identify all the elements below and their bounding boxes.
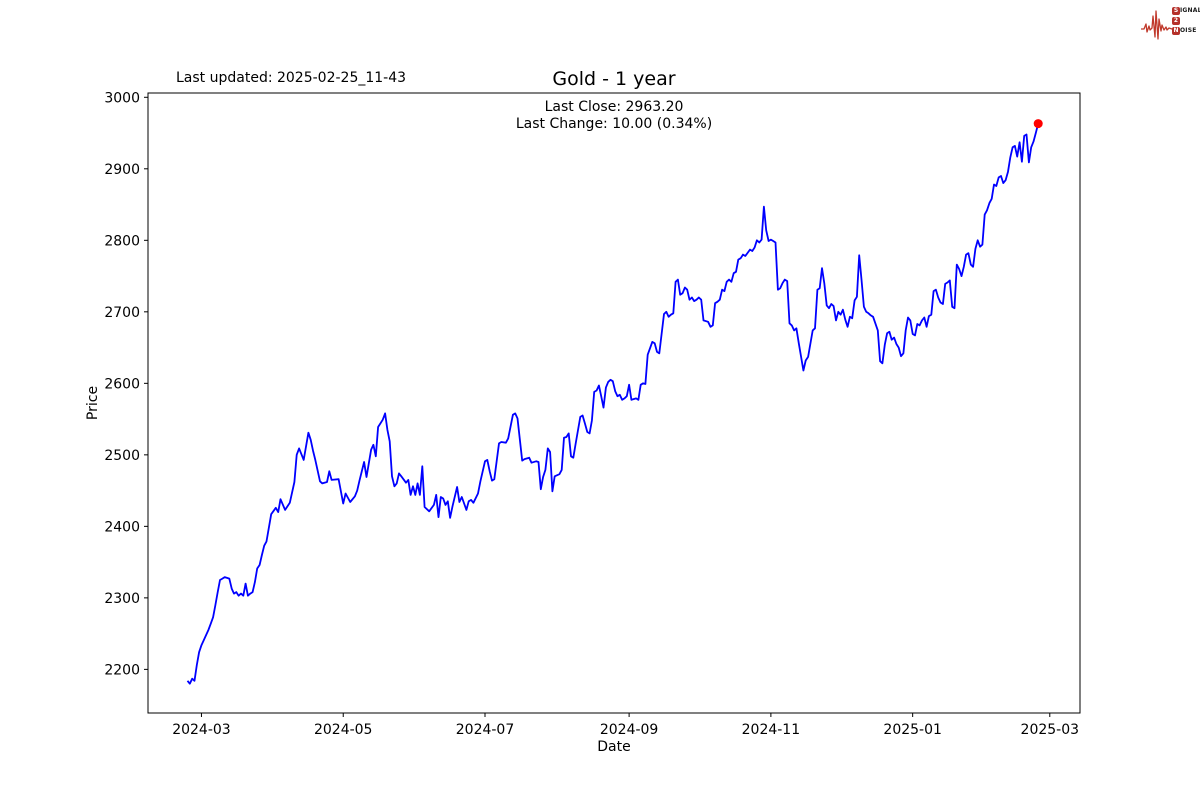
- x-tick-label: 2024-11: [742, 722, 801, 738]
- x-tick-label: 2024-07: [456, 722, 515, 738]
- y-tick-label: 2500: [104, 448, 140, 464]
- logo-row-noise: N OISE: [1172, 26, 1200, 35]
- logo-badge-s: S: [1172, 6, 1180, 15]
- logo-badge-2: 2: [1172, 16, 1180, 25]
- signal2noise-logo: S IGNAL 2 N OISE: [1141, 3, 1200, 45]
- x-tick-label: 2025-03: [1021, 722, 1080, 738]
- logo-badge-n: N: [1172, 26, 1180, 35]
- price-line: [186, 123, 1040, 685]
- y-tick-label: 2700: [104, 305, 140, 321]
- y-tick-label: 2300: [104, 591, 140, 607]
- last-updated-label: Last updated: 2025-02-25_11-43: [176, 70, 407, 86]
- x-tick-label: 2025-01: [883, 722, 942, 738]
- x-tick-label: 2024-05: [314, 722, 373, 738]
- x-tick-label: 2024-03: [172, 722, 231, 738]
- logo-rest-ignal: IGNAL: [1180, 7, 1200, 14]
- y-tick-label: 2400: [104, 519, 140, 535]
- last-price-marker: [1033, 119, 1043, 129]
- last-close-line: Last Close: 2963.20: [544, 99, 684, 115]
- last-close-annotation: Last Close: 2963.20 Last Change: 10.00 (…: [148, 99, 1080, 133]
- last-change-line: Last Change: 10.00 (0.34%): [515, 116, 713, 132]
- y-tick-label: 2200: [104, 662, 140, 678]
- y-tick-label: 2900: [104, 162, 140, 178]
- logo-rest-oise: OISE: [1180, 27, 1197, 34]
- x-axis-label: Date: [597, 739, 630, 755]
- logo-row-signal: S IGNAL: [1172, 6, 1200, 15]
- y-tick-label: 2800: [104, 233, 140, 249]
- logo-row-2: 2: [1172, 16, 1200, 25]
- y-axis-label: Price: [85, 386, 101, 420]
- chart-title: Gold - 1 year: [552, 68, 676, 90]
- logo-text: S IGNAL 2 N OISE: [1172, 6, 1200, 36]
- y-axis-ticks: 2200 2300 2400 2500 2600 2700 2800 2900 3000: [104, 90, 148, 678]
- plot-area: [147, 92, 1081, 714]
- x-axis-ticks: 2024-03 2024-05 2024-07 2024-09 2024-11 2025-…: [172, 713, 1079, 738]
- y-tick-label: 2600: [104, 376, 140, 392]
- y-tick-label: 3000: [104, 90, 140, 106]
- ecg-waveform-icon: [1141, 10, 1173, 40]
- x-tick-label: 2024-09: [600, 722, 659, 738]
